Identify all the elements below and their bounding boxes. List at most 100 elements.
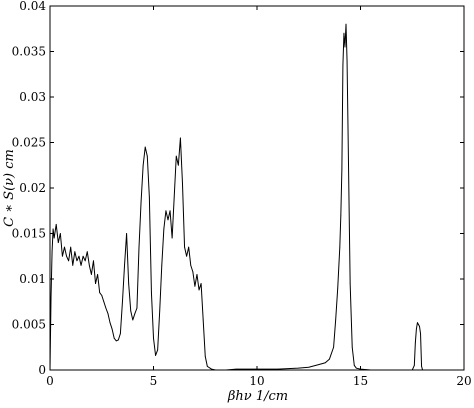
data-point: [173, 196, 175, 198]
plot-area: [49, 5, 465, 371]
data-point: [215, 369, 217, 371]
data-point: [422, 369, 423, 371]
data-point: [169, 210, 171, 212]
data-point: [333, 346, 334, 348]
data-point: [341, 169, 343, 171]
data-point: [347, 133, 349, 134]
data-point: [103, 301, 105, 303]
data-point: [78, 255, 80, 257]
y-tick-label: 0.025: [12, 136, 46, 150]
data-point: [76, 260, 78, 262]
data-point: [84, 260, 86, 262]
data-point: [70, 246, 72, 248]
y-tick-label: 0.04: [19, 0, 46, 13]
data-point: [148, 196, 150, 198]
data-point: [353, 365, 355, 366]
data-point: [95, 283, 96, 284]
data-point: [420, 333, 421, 334]
data-point: [413, 365, 415, 366]
y-tick-label: 0.015: [12, 227, 46, 241]
data-point: [119, 333, 121, 334]
data-point: [115, 340, 117, 342]
data-point: [52, 228, 54, 230]
data-point: [225, 369, 227, 371]
data-point: [337, 287, 339, 289]
data-point: [130, 310, 132, 312]
data-point: [111, 328, 113, 330]
data-point: [204, 355, 206, 357]
data-point: [206, 365, 208, 367]
data-point: [51, 251, 53, 253]
data-point: [72, 264, 74, 266]
data-point: [50, 296, 52, 298]
data-point: [346, 60, 348, 61]
data-point: [55, 224, 57, 225]
data-point: [132, 319, 134, 321]
data-point: [421, 365, 422, 367]
data-point: [113, 337, 115, 339]
x-tick-label: 0: [46, 374, 54, 388]
data-point: [211, 368, 212, 370]
data-point: [159, 310, 161, 312]
data-point: [80, 264, 82, 266]
data-point: [64, 246, 65, 248]
data-point: [53, 237, 55, 239]
data-point: [86, 251, 88, 253]
data-point: [418, 324, 419, 325]
x-tick-label: 10: [249, 374, 264, 388]
data-point: [105, 307, 107, 309]
data-point: [351, 346, 353, 348]
data-point: [157, 349, 159, 351]
data-point: [126, 233, 127, 234]
data-point: [155, 355, 156, 356]
data-point: [344, 46, 346, 48]
data-point: [184, 246, 185, 248]
y-axis: 0 0.005 0.01 0.015 0.02 0.025 0.03 0.035 0.04: [12, 0, 464, 377]
data-point: [93, 260, 94, 262]
data-point: [153, 337, 154, 339]
data-point: [97, 274, 99, 275]
y-tick-label: 0.005: [12, 318, 46, 332]
data-point: [355, 367, 357, 369]
data-point: [128, 283, 130, 284]
data-point: [124, 264, 125, 266]
data-point: [91, 274, 92, 275]
data-point: [349, 283, 351, 284]
x-tick-label: 20: [456, 374, 471, 388]
x-tick-label: 15: [353, 374, 368, 388]
data-point: [151, 292, 152, 294]
data-point: [167, 219, 169, 221]
data-point: [414, 342, 416, 344]
x-tick-label: 5: [150, 374, 158, 388]
data-point: [192, 271, 194, 273]
data-point: [343, 32, 345, 34]
data-point: [432, 369, 434, 371]
data-point: [88, 264, 90, 266]
data-point: [122, 301, 123, 303]
y-tick-label: 0: [38, 363, 46, 377]
data-point: [415, 328, 417, 330]
y-tick-label: 0.03: [19, 90, 46, 104]
data-point: [136, 307, 138, 309]
x-axis-label: βhν 1/cm: [227, 389, 288, 404]
data-point: [165, 210, 167, 212]
data-point: [194, 285, 196, 287]
data-point: [329, 358, 330, 360]
data-point: [190, 264, 192, 266]
data-point: [101, 294, 103, 296]
data-point: [161, 264, 163, 266]
data-point: [324, 362, 326, 364]
data-point: [59, 233, 61, 234]
data-point: [140, 201, 142, 203]
data-point: [417, 322, 418, 324]
data-point: [380, 369, 382, 371]
y-tick-label: 0.02: [19, 181, 46, 195]
data-point: [68, 260, 70, 262]
data-point: [82, 255, 84, 257]
data-point: [345, 23, 347, 25]
data-point: [66, 255, 67, 257]
data-point: [370, 369, 372, 371]
data-point: [200, 283, 202, 284]
data-point: [177, 164, 179, 166]
data-point: [298, 367, 299, 369]
